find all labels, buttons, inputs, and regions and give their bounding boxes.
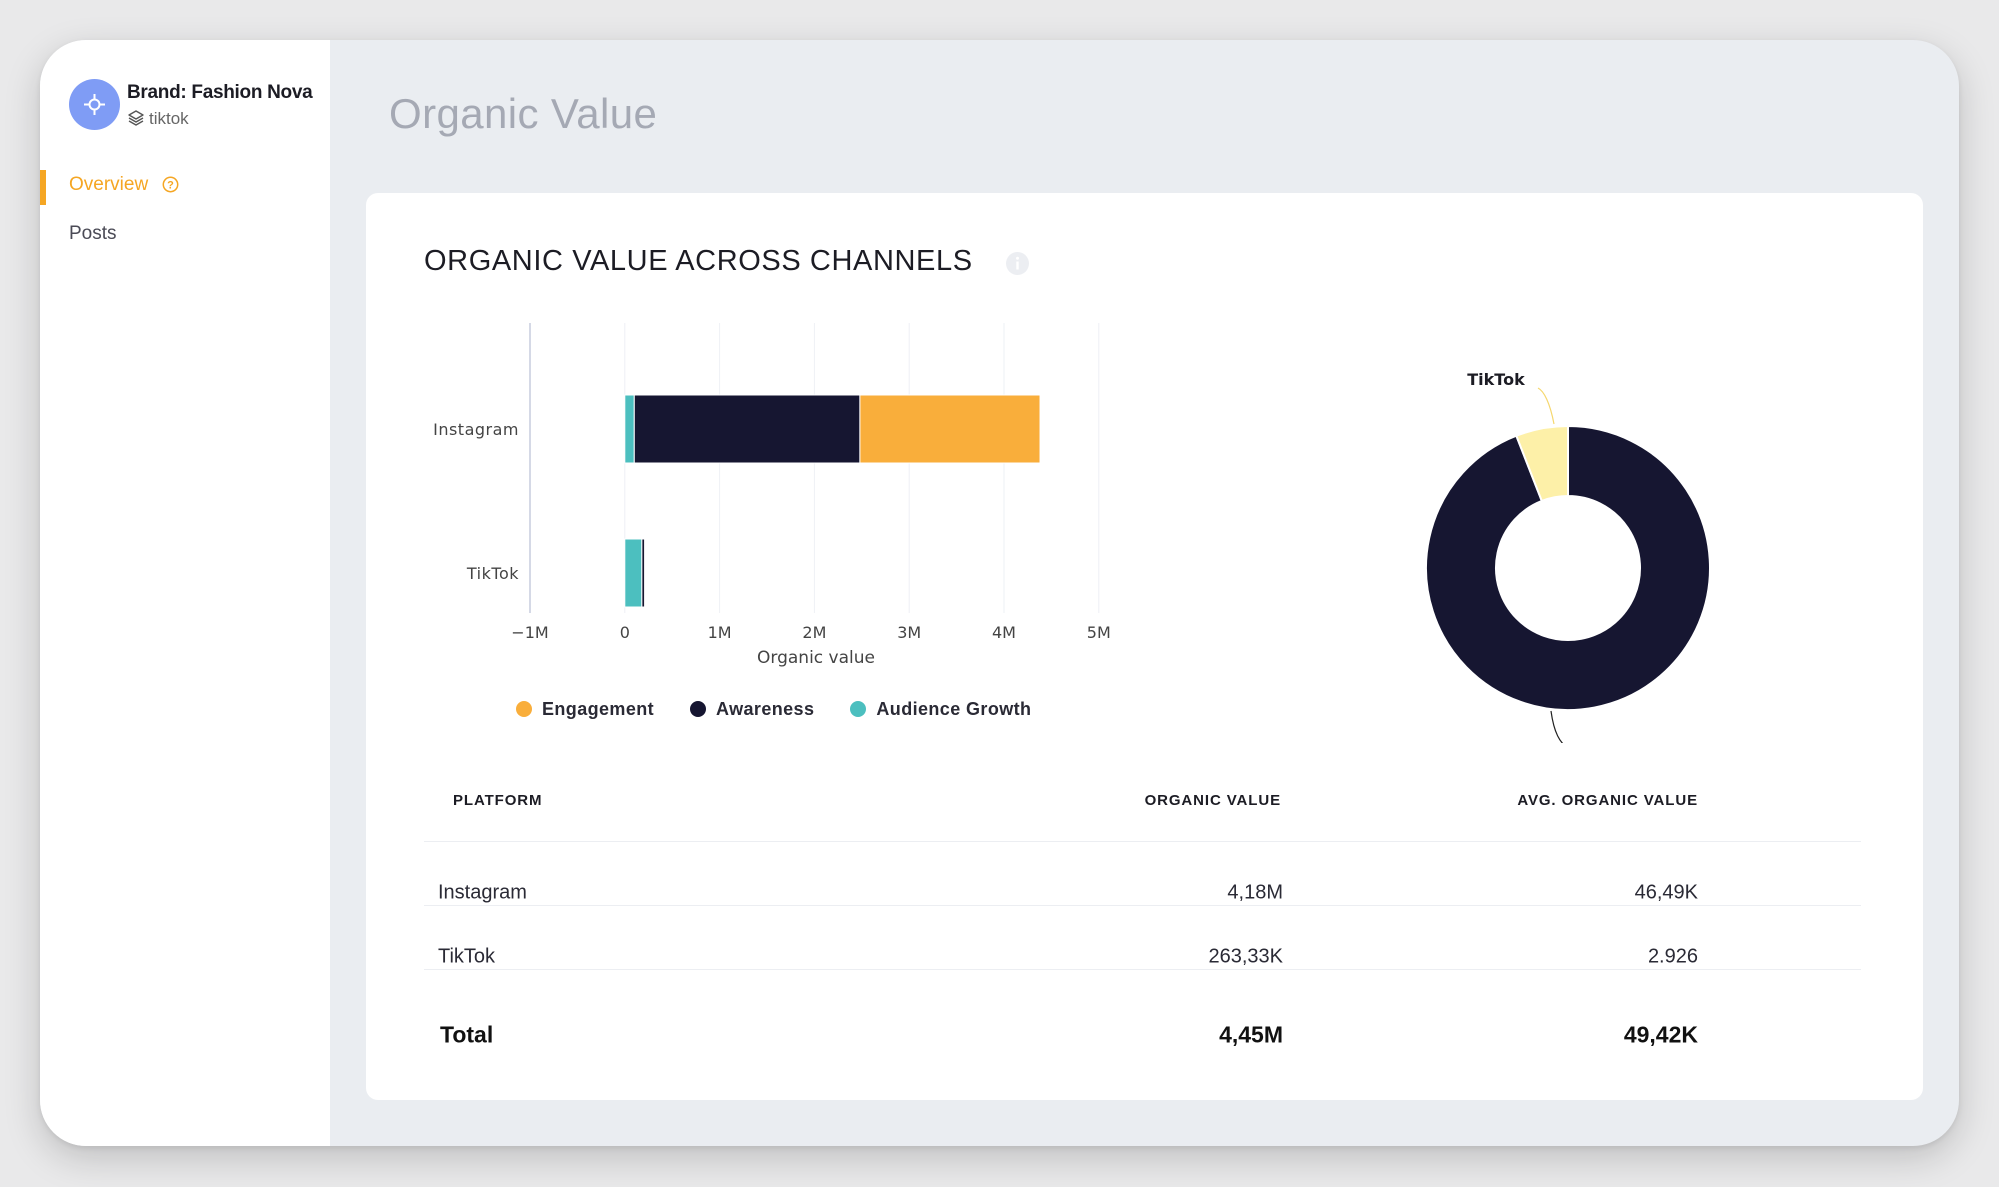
x-tick-label: 5M [1087, 623, 1111, 642]
bar-segment [633, 394, 861, 464]
legend-item-awareness[interactable]: Awareness [690, 699, 814, 720]
x-axis-label: Organic value [757, 648, 875, 668]
leader-line [1550, 710, 1564, 743]
sidebar: Brand: Fashion Nova tiktok Overview ? Po… [40, 40, 330, 1146]
bar-segment [624, 538, 643, 608]
sidebar-item-overview[interactable]: Overview ? [69, 174, 179, 196]
crosshair-icon [84, 94, 105, 115]
table-cell-organic-value: 4,18M [1227, 881, 1283, 904]
x-tick-label: −1M [511, 623, 548, 642]
help-icon[interactable]: ? [162, 176, 179, 193]
legend-label: Engagement [542, 699, 655, 719]
y-tick-label: TikTok [466, 564, 519, 583]
legend-dot [690, 701, 707, 717]
legend-item-engagement[interactable]: Engagement [516, 699, 654, 720]
table-total-avg: 49,42K [1623, 1021, 1698, 1048]
info-icon[interactable] [1005, 251, 1030, 276]
table-total-organic-value: 4,45M [1219, 1021, 1283, 1048]
pie-slice [1425, 424, 1711, 711]
legend-dot [516, 701, 532, 717]
legend-label: Audience Growth [876, 699, 1032, 719]
brand-avatar[interactable] [69, 79, 120, 130]
pie-slice [1515, 424, 1569, 503]
bar-segment [644, 538, 647, 608]
brand-channel: tiktok [127, 109, 189, 129]
page-title: Organic Value [389, 90, 658, 137]
table-header-platform[interactable]: PLATFORM [453, 792, 543, 809]
sidebar-item-overview-label: Overview [69, 174, 149, 195]
pie-label: TikTok [1467, 370, 1525, 389]
layers-icon [128, 110, 144, 126]
x-tick-label: 2M [802, 623, 826, 642]
x-tick-label: 3M [897, 623, 921, 642]
stacked-bar-chart: −1M 0 1M 2M 3M 4M 5M Organic value Instagram TikT… [433, 323, 1111, 668]
x-tick-label: 4M [992, 623, 1016, 642]
organic-value-card: ORGANIC VALUE ACROSS CHANNELS −1M 0 1M 2M 3M… [366, 193, 1923, 1100]
active-nav-indicator [40, 170, 46, 205]
legend-item-audience-growth[interactable]: Audience Growth [850, 699, 1031, 720]
bar-segment [859, 394, 1041, 464]
table-cell-avg: 2.926 [1647, 945, 1698, 968]
row-divider [424, 905, 1861, 906]
table-cell-avg: 46,49K [1634, 881, 1698, 904]
table-total-label: Total [440, 1021, 494, 1048]
leader-line [1537, 387, 1555, 425]
row-divider [424, 841, 1861, 842]
app-window: Brand: Fashion Nova tiktok Overview ? Po… [40, 40, 1959, 1146]
table-cell-organic-value: 263,33K [1208, 945, 1283, 968]
svg-text:?: ? [168, 180, 175, 192]
sidebar-item-posts[interactable]: Posts [69, 223, 117, 244]
table-header-organic-value[interactable]: ORGANIC VALUE [1144, 792, 1281, 809]
y-tick-label: Instagram [433, 420, 519, 439]
x-tick-label: 0 [620, 623, 630, 642]
brand-channel-label: tiktok [149, 109, 189, 128]
legend-label: Awareness [716, 699, 815, 719]
table-cell-platform: Instagram [438, 881, 527, 904]
card-title: ORGANIC VALUE ACROSS CHANNELS [424, 245, 973, 277]
table-cell-platform: TikTok [438, 945, 496, 968]
brand-name: Brand: Fashion Nova [127, 82, 313, 103]
bar-segment [624, 394, 635, 464]
x-tick-label: 1M [708, 623, 732, 642]
row-divider [424, 969, 1861, 970]
legend-dot [850, 701, 867, 717]
chart-legend: Engagement Awareness Audience Growth [516, 699, 1062, 720]
table-header-avg-organic-value[interactable]: AVG. ORGANIC VALUE [1517, 792, 1698, 809]
